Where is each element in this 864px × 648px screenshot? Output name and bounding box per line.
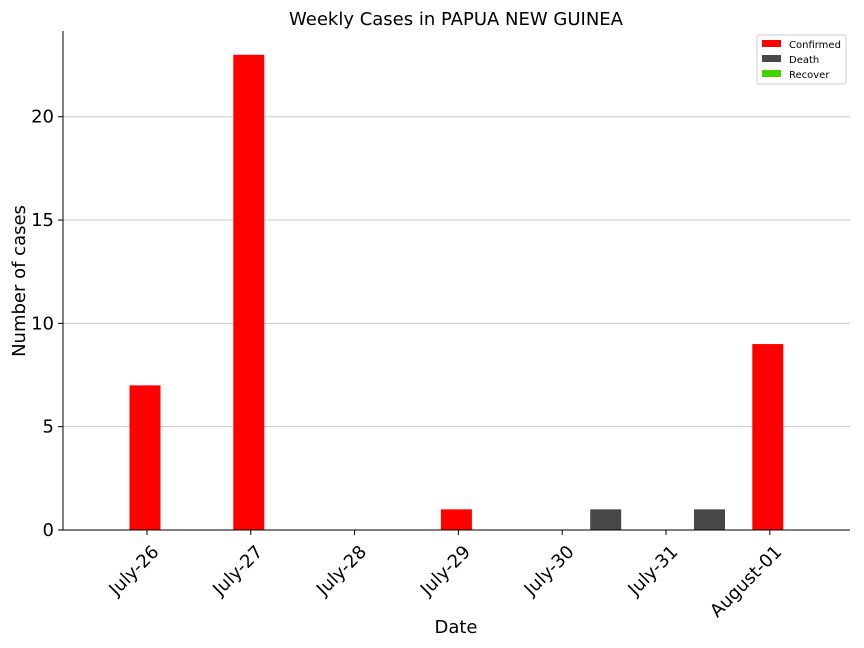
bars bbox=[129, 54, 784, 531]
y-tick-label: 0 bbox=[43, 520, 54, 541]
x-axis-title: Date bbox=[434, 617, 477, 638]
x-tick-label: July-30 bbox=[520, 542, 579, 601]
x-tick-label: July-27 bbox=[208, 542, 267, 601]
legend-swatch bbox=[762, 40, 781, 47]
bar-confirmed bbox=[233, 54, 265, 531]
y-tick-label: 10 bbox=[31, 313, 54, 334]
x-tick-label: July-29 bbox=[416, 542, 475, 601]
y-tick-label: 5 bbox=[43, 417, 54, 438]
legend-label: Confirmed bbox=[789, 40, 841, 51]
axes bbox=[62, 31, 850, 531]
x-tick-label: August-01 bbox=[706, 542, 786, 622]
y-ticks: 0 5 10 15 20 bbox=[31, 107, 63, 541]
legend-swatch bbox=[762, 70, 781, 77]
grid-lines bbox=[63, 116, 850, 428]
x-ticks: July-26 July-27 July-28 July-29 July-30 July-… bbox=[104, 530, 786, 622]
legend-label: Death bbox=[789, 55, 819, 66]
bar-confirmed bbox=[440, 509, 472, 530]
bar-death bbox=[590, 509, 622, 530]
bar-confirmed bbox=[752, 344, 784, 530]
y-tick-label: 15 bbox=[31, 210, 54, 231]
chart-title: Weekly Cases in PAPUA NEW GUINEA bbox=[289, 9, 624, 30]
legend-swatch bbox=[762, 55, 781, 62]
x-tick-label: July-26 bbox=[104, 542, 163, 601]
bar-confirmed bbox=[129, 385, 161, 530]
legend: Confirmed Death Recover bbox=[756, 34, 847, 85]
legend-label: Recover bbox=[789, 70, 830, 81]
y-axis-title: Number of cases bbox=[9, 205, 30, 357]
y-tick-label: 20 bbox=[31, 107, 54, 128]
bar-death bbox=[694, 509, 725, 530]
x-tick-label: July-31 bbox=[623, 542, 682, 601]
x-tick-label: July-28 bbox=[312, 542, 371, 601]
